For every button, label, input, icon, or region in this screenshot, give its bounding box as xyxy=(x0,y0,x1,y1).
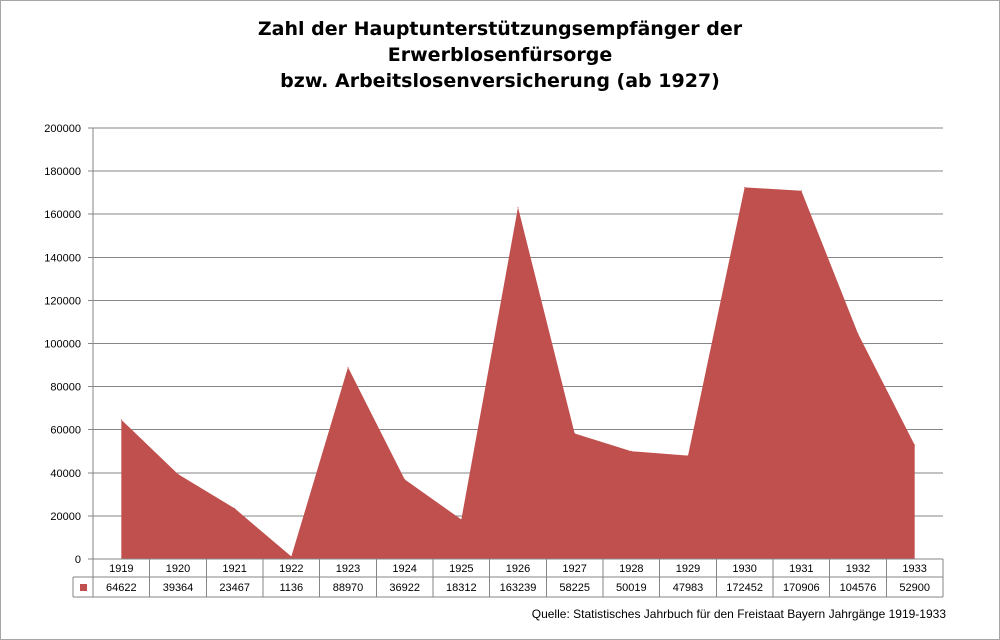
data-label: 170906 xyxy=(783,582,820,594)
x-tick-label: 1925 xyxy=(449,563,473,575)
y-tick-label: 180000 xyxy=(44,166,81,178)
data-label: 58225 xyxy=(559,582,590,594)
data-point xyxy=(687,455,689,457)
data-point xyxy=(914,444,916,446)
y-tick-label: 200000 xyxy=(44,123,81,135)
data-label: 18312 xyxy=(446,582,477,594)
x-tick-label: 1926 xyxy=(506,563,530,575)
chart-title-line-2: Erwerblosenfürsorge xyxy=(387,44,613,66)
y-tick-label: 120000 xyxy=(44,295,81,307)
data-point xyxy=(404,478,406,480)
x-tick-label: 1920 xyxy=(166,563,190,575)
data-point xyxy=(120,419,122,421)
data-label: 88970 xyxy=(333,582,364,594)
chart-title-line-1: Zahl der Hauptunterstützungsempfänger de… xyxy=(257,18,743,40)
x-tick-label: 1929 xyxy=(676,563,700,575)
x-tick-label: 1921 xyxy=(222,563,246,575)
x-tick-label: 1928 xyxy=(619,563,643,575)
series-area xyxy=(121,187,915,559)
data-label: 47983 xyxy=(673,582,704,594)
data-point xyxy=(177,473,179,475)
source-note: Quelle: Statistisches Jahrbuch für den F… xyxy=(531,607,946,621)
x-tick-label: 1922 xyxy=(279,563,303,575)
data-point xyxy=(290,556,292,558)
data-point xyxy=(347,366,349,368)
data-point xyxy=(517,206,519,208)
x-tick-label: 1931 xyxy=(789,563,813,575)
x-tick-label: 1933 xyxy=(902,563,926,575)
x-tick-label: 1924 xyxy=(392,563,416,575)
data-label: 36922 xyxy=(389,582,420,594)
data-label: 1136 xyxy=(280,582,304,594)
data-point xyxy=(460,519,462,521)
data-table: 1919 1920 1921 1922 1923 1924 1925 1926 1927 1928… xyxy=(72,558,944,598)
x-tick-label: 1932 xyxy=(846,563,870,575)
data-label: 104576 xyxy=(840,582,877,594)
y-tick-label: 40000 xyxy=(50,468,81,480)
x-tick-label: 1919 xyxy=(109,563,133,575)
x-tick-label: 1927 xyxy=(562,563,586,575)
chart-title: Zahl der Hauptunterstützungsempfänger de… xyxy=(0,16,1000,94)
data-point xyxy=(234,507,236,509)
data-point xyxy=(630,450,632,452)
data-label: 64622 xyxy=(106,582,137,594)
data-point xyxy=(857,333,859,335)
data-label: 163239 xyxy=(500,582,537,594)
y-tick-label: 160000 xyxy=(44,209,81,221)
data-label: 52900 xyxy=(899,582,930,594)
y-tick-label: 100000 xyxy=(44,339,81,351)
data-point xyxy=(800,190,802,192)
y-tick-label: 80000 xyxy=(50,382,81,394)
y-tick-label: 20000 xyxy=(50,511,81,523)
data-label: 172452 xyxy=(726,582,763,594)
data-label: 39364 xyxy=(163,582,194,594)
chart-title-line-3: bzw. Arbeitslosenversicherung (ab 1927) xyxy=(280,70,720,92)
y-tick-label: 60000 xyxy=(50,425,81,437)
y-tick-label: 0 xyxy=(75,554,81,566)
data-point xyxy=(744,186,746,188)
x-tick-label: 1930 xyxy=(732,563,756,575)
data-label: 23467 xyxy=(219,582,250,594)
x-tick-label: 1923 xyxy=(336,563,360,575)
legend-key xyxy=(80,584,87,591)
y-tick-label: 140000 xyxy=(44,252,81,264)
y-axis-ticks: 0 20000 40000 60000 80000 100000 120000 140000 1… xyxy=(44,123,81,566)
data-point xyxy=(574,433,576,435)
data-label: 50019 xyxy=(616,582,647,594)
plot-area xyxy=(120,186,916,559)
